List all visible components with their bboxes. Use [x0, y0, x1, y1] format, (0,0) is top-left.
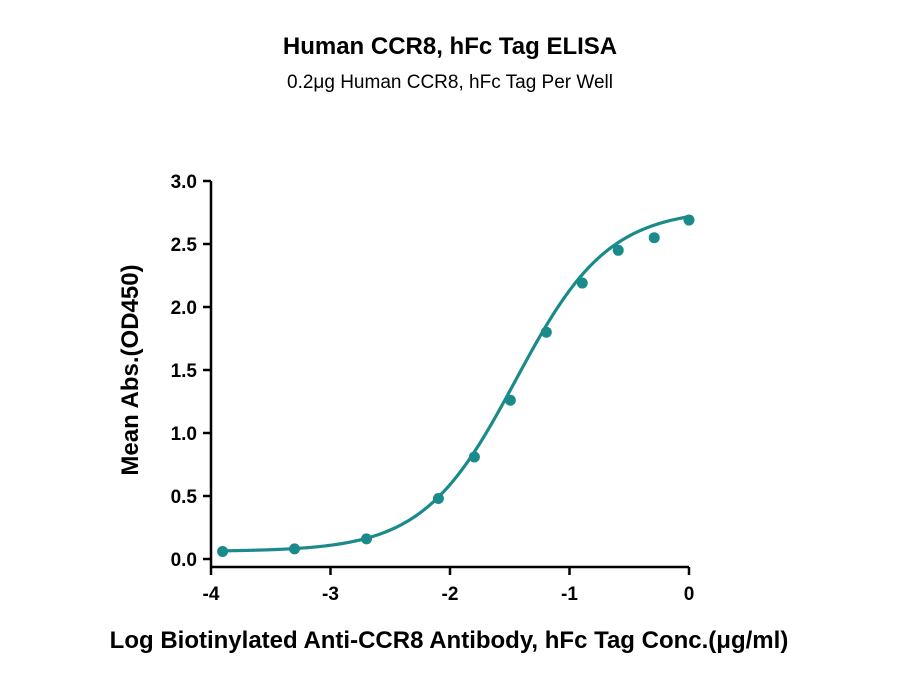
- chart-subtitle: 0.2μg Human CCR8, hFc Tag Per Well: [287, 72, 613, 93]
- axes: 0.0 0.5 1.0 1.5 2.0 2.5 3.0 -4 -3 -2 -1 0: [171, 172, 695, 605]
- chart-title: Human CCR8, hFc Tag ELISA: [282, 33, 618, 60]
- data-point: [612, 244, 624, 256]
- y-tick-label: 2.0: [171, 298, 197, 319]
- data-point: [576, 277, 588, 289]
- y-tick-label: 3.0: [171, 172, 197, 193]
- x-tick-label: 0: [684, 584, 695, 605]
- y-tick-label: 2.5: [171, 235, 198, 256]
- x-axis-label: Log Biotinylated Anti-CCR8 Antibody, hFc…: [110, 627, 789, 654]
- data-point: [648, 232, 660, 244]
- data-point: [289, 543, 301, 555]
- data-point: [432, 493, 444, 505]
- x-tick-label: -3: [322, 584, 339, 605]
- data-point: [468, 451, 480, 463]
- x-tick-label: -4: [203, 584, 220, 605]
- y-tick-label: 0.0: [171, 550, 197, 571]
- y-tick-label: 0.5: [171, 487, 198, 508]
- data-point: [217, 545, 229, 557]
- y-axis-label: Mean Abs.(OD450): [117, 264, 144, 475]
- fit-curve: [222, 215, 690, 553]
- fit-curve-layer: [222, 215, 690, 553]
- data-point: [683, 214, 695, 226]
- y-tick-label: 1.5: [171, 361, 198, 382]
- y-tick-label: 1.0: [171, 424, 197, 445]
- data-point: [360, 533, 372, 545]
- data-point: [504, 394, 516, 406]
- x-tick-label: -1: [561, 584, 578, 605]
- data-points-layer: [217, 214, 695, 557]
- data-point: [540, 326, 552, 338]
- x-tick-label: -2: [442, 584, 459, 605]
